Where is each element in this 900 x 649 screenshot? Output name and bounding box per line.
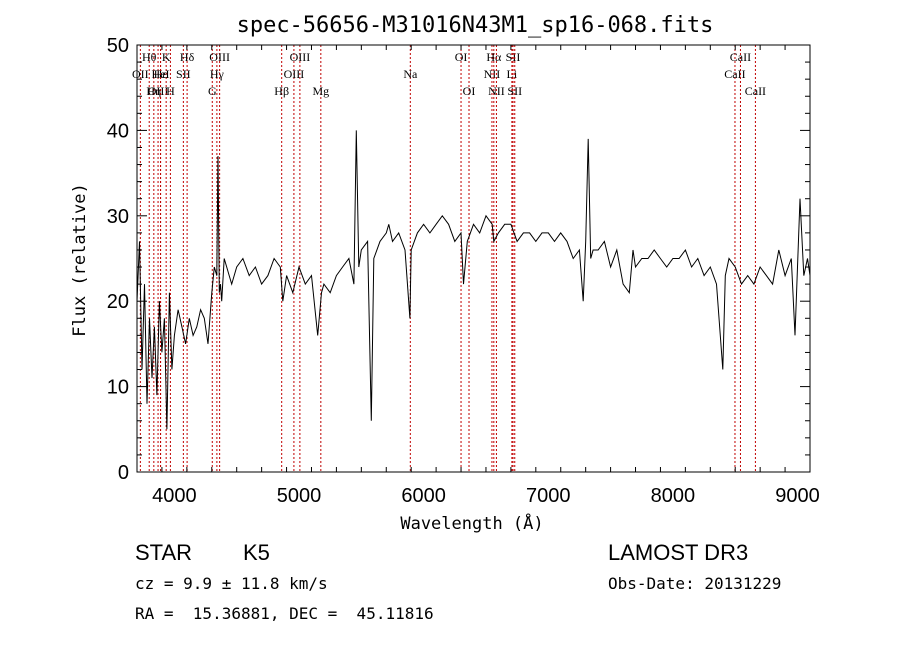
spectral-line-label: HeI [152, 67, 170, 81]
y-tick-label: 40 [107, 120, 129, 142]
spectral-line-label: OIII [284, 67, 305, 81]
spectral-line-label: Hβ [274, 84, 289, 98]
y-tick-label: 0 [118, 462, 129, 484]
spectral-line-label: NII [488, 84, 505, 98]
spectral-line-label: SII [176, 67, 191, 81]
spectral-line-label: H [166, 84, 175, 98]
obs-date: Obs-Date: 20131229 [608, 574, 782, 593]
spectral-line-label: Li [507, 67, 518, 81]
y-tick-label: 10 [107, 377, 129, 399]
x-axis: 4000 5000 6000 7000 8000 9000 [136, 45, 820, 507]
y-tick-label: 50 [107, 35, 129, 57]
spectral-line-label: OI [463, 84, 476, 98]
spectral-line-label: SII [506, 50, 521, 64]
redshift-text: cz = 9.9 ± 11.8 km/s [135, 574, 328, 593]
spectral-line-label: Hη [146, 84, 161, 98]
y-tick-label: 20 [107, 291, 129, 313]
x-tick-label: 8000 [651, 485, 696, 507]
spectral-line-label: Hθ [142, 50, 157, 64]
survey-name: LAMOST DR3 [608, 540, 749, 565]
object-class: STAR [135, 540, 193, 565]
spectral-line-label: Hα [486, 50, 502, 64]
plot-frame [136, 44, 811, 473]
x-tick-label: 4000 [152, 485, 197, 507]
flux-series [136, 130, 811, 430]
spectral-line-label: CaII [730, 50, 751, 64]
spectral-line-markers: HθOIIOIIIKHεHηHeIHSIIHδGHγOIIIHβOIIIOIII… [132, 45, 766, 472]
spectral-line-label: Hγ [210, 67, 225, 81]
y-tick-label: 30 [107, 206, 129, 228]
ra-dec: RA = 15.36881, DEC = 45.11816 [135, 604, 434, 623]
y-axis-label: Flux (relative) [70, 183, 90, 337]
spectral-line-label: OIII [209, 50, 230, 64]
spectral-line-label: SII [507, 84, 522, 98]
spectral-line-label: CaII [745, 84, 766, 98]
chart-title: spec-56656-M31016N43M1_sp16-068.fits [237, 13, 714, 38]
spectral-line-label: Hδ [180, 50, 195, 64]
spectral-line-label: K [162, 50, 171, 64]
spectral-line-label: OIII [148, 84, 169, 98]
spectral-line-label: OI [455, 50, 468, 64]
spectral-line-label: NII [484, 67, 501, 81]
x-tick-label: 6000 [401, 485, 446, 507]
spectral-line-label: G [208, 84, 217, 98]
spectral-line-label: OII [132, 67, 149, 81]
spectral-line-label: OIII [290, 50, 311, 64]
x-axis-label: Wavelength (Å) [400, 512, 543, 534]
x-tick-label: 7000 [526, 485, 571, 507]
x-tick-label: 9000 [775, 485, 820, 507]
spectral-line-label: Mg [312, 84, 329, 98]
x-tick-label: 5000 [277, 485, 322, 507]
flux-line [136, 130, 811, 430]
spectral-line-label: Na [403, 67, 418, 81]
y-axis: 0 10 20 30 40 50 [107, 35, 810, 484]
object-subclass: K5 [243, 540, 270, 565]
spectral-line-label: CaII [724, 67, 745, 81]
